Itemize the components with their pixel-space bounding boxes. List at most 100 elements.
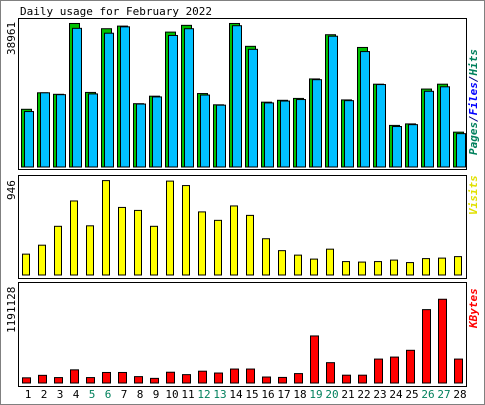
kbytes-bar [22, 377, 31, 384]
kbytes-bar [70, 369, 79, 384]
files-bar [424, 90, 434, 168]
kbytes-bar [374, 358, 383, 384]
kbytes-bar [150, 377, 159, 384]
files-bar [216, 104, 226, 168]
kbytes-bar [166, 371, 175, 384]
files-bar [72, 27, 82, 168]
visits-bar [182, 185, 190, 276]
files-bar [376, 84, 386, 168]
day-label: 3 [57, 388, 64, 401]
visits-bar [342, 261, 350, 276]
visits-bar [390, 259, 398, 276]
files-bar [296, 99, 306, 168]
kbytes-bar [310, 335, 319, 384]
day-label: 24 [389, 388, 403, 401]
kbytes-bar [118, 371, 127, 384]
day-label: 22 [357, 388, 370, 401]
day-axis-labels: 1 2 3 4 5 6 7 8 9 10 11 12 13 14 15 16 17 18 19 20 21 22 23 24 2… [25, 388, 467, 401]
visits-bar [278, 250, 286, 276]
kbytes-bar [54, 377, 63, 384]
files-bar [264, 102, 274, 168]
files-bar [408, 124, 418, 168]
panel-kbytes-bars [22, 298, 463, 384]
files-bar [104, 32, 114, 168]
files-bar [120, 26, 130, 168]
kbytes-bar [246, 368, 255, 384]
panel-visits-bars [22, 180, 462, 276]
visits-bar [438, 257, 446, 276]
visits-bar [38, 244, 46, 276]
panel-hits-frame [18, 18, 467, 170]
panel-visits-ymax-label: 946 [5, 180, 18, 200]
visits-bar [246, 214, 254, 276]
visits-bar [310, 258, 318, 276]
files-bar [40, 92, 50, 168]
side-label-part: Pages [467, 122, 480, 155]
day-label: 21 [341, 388, 354, 401]
day-label: 15 [245, 388, 258, 401]
day-label: 1 [25, 388, 32, 401]
day-label: 7 [121, 388, 128, 401]
kbytes-bar [182, 374, 191, 384]
visits-bar [230, 205, 238, 276]
panel-kbytes-ymax-label: 1191128 [5, 287, 18, 333]
kbytes-bar [326, 362, 335, 384]
visits-bar [422, 258, 430, 276]
day-label: 18 [293, 388, 306, 401]
visits-bar [166, 180, 174, 276]
kbytes-bar [294, 373, 303, 384]
kbytes-bar [262, 376, 271, 384]
day-label: 16 [261, 388, 274, 401]
panel-hits-ymax-label: 38961 [5, 22, 18, 55]
kbytes-bar [86, 377, 95, 384]
visits-bar [214, 219, 222, 276]
visits-bar [262, 238, 270, 276]
visits-bar [86, 225, 94, 276]
kbytes-bar [198, 370, 207, 384]
files-bar [168, 34, 178, 168]
visits-bar [118, 206, 126, 276]
files-bar [360, 51, 370, 168]
files-bar [136, 103, 146, 168]
visits-bar [406, 262, 414, 276]
kbytes-bar [230, 368, 239, 384]
files-bar [88, 93, 98, 168]
files-bar [312, 79, 322, 168]
day-label: 13 [213, 388, 226, 401]
files-bar [184, 28, 194, 168]
day-label: 2 [41, 388, 48, 401]
files-bar [456, 133, 466, 168]
day-label: 5 [89, 388, 96, 401]
files-bar [56, 94, 66, 168]
visits-bar [150, 225, 158, 276]
visits-bar [294, 254, 302, 276]
visits-bar [454, 256, 462, 276]
side-label-part: / [467, 115, 480, 122]
day-label: 26 [421, 388, 434, 401]
files-bar [392, 126, 402, 168]
kbytes-bar [406, 349, 415, 384]
files-bar [200, 94, 210, 168]
files-bar [152, 96, 162, 168]
day-label: 12 [197, 388, 210, 401]
visits-bar [374, 261, 382, 276]
kbytes-bar [102, 371, 111, 384]
files-bar [344, 100, 354, 168]
files-bar [328, 35, 338, 168]
kbytes-bar [214, 372, 223, 384]
panel-hits-bars [21, 22, 466, 168]
side-label-part: Hits [467, 49, 480, 77]
files-bar [280, 100, 290, 168]
visits-bar [22, 253, 30, 276]
visits-bar [358, 261, 366, 276]
visits-bar [198, 211, 206, 276]
panel-kbytes-frame [18, 282, 467, 387]
kbytes-bar [390, 356, 399, 384]
files-bar [24, 111, 34, 168]
day-label: 9 [153, 388, 160, 401]
kbytes-bar [358, 374, 367, 384]
visits-bar [70, 200, 78, 276]
files-bar [440, 86, 450, 168]
kbytes-bar [342, 374, 351, 384]
panel-hits-side-label: Pages/Files/Hits [467, 49, 480, 155]
